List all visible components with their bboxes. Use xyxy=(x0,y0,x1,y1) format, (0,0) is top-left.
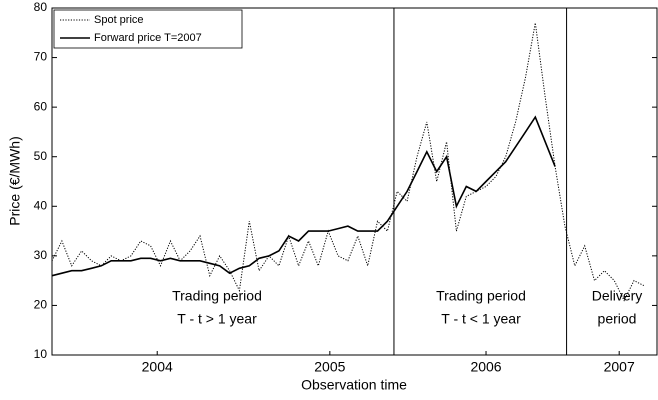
y-tick-label: 60 xyxy=(34,99,48,113)
y-tick-label: 10 xyxy=(34,347,48,361)
legend-label: Forward price T=2007 xyxy=(94,32,202,44)
plot-frame xyxy=(51,7,658,356)
y-tick-label: 70 xyxy=(34,50,48,64)
legend-box xyxy=(53,9,243,49)
x-axis-label: Observation time xyxy=(301,377,407,393)
y-tick-label: 50 xyxy=(34,149,48,163)
y-tick-label: 30 xyxy=(34,248,48,262)
y-tick-label: 80 xyxy=(34,0,48,14)
period-annotation: Trading period xyxy=(436,288,526,304)
legend-label: Spot price xyxy=(94,14,144,26)
y-tick-label: 20 xyxy=(34,298,48,312)
x-tick-label: 2007 xyxy=(604,359,635,375)
period-annotation: period xyxy=(598,311,637,327)
series-line xyxy=(51,22,645,302)
x-tick-label: 2004 xyxy=(142,359,173,375)
period-annotation: Delivery xyxy=(592,288,643,304)
x-tick-label: 2005 xyxy=(314,359,345,375)
period-annotation: T - t < 1 year xyxy=(441,311,521,327)
x-tick-label: 2006 xyxy=(470,359,501,375)
y-tick-label: 40 xyxy=(34,198,48,212)
period-annotation: Trading period xyxy=(172,288,262,304)
y-axis-label: Price (€/MWh) xyxy=(7,136,23,225)
series-line xyxy=(51,115,556,277)
period-annotation: T - t > 1 year xyxy=(177,311,257,327)
